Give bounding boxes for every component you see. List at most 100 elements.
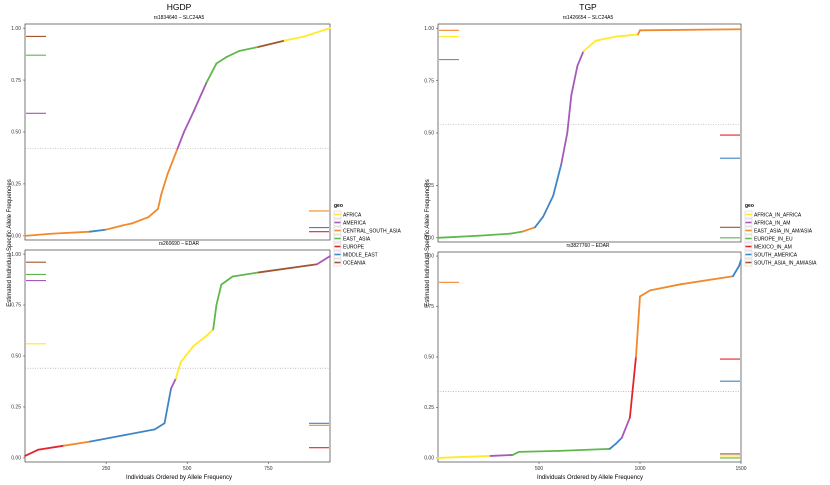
curve-segment	[231, 271, 260, 278]
chart-hgdp: HGDP rs1834640 – SLC24A5 0.00 0.25 0.50 0.75 1…	[7, 2, 401, 481]
legend-label: SOUTH_ASIA_IN_AM/ASIA	[754, 261, 817, 267]
panel-1: rs1834640 – SLC24A5 0.00 0.25 0.50 0.75 1.00	[11, 15, 331, 241]
y-tick-label: 0.75	[11, 78, 21, 84]
legend-title: geo	[745, 203, 754, 209]
curve-segment	[608, 442, 617, 450]
curve-segment	[437, 456, 464, 459]
x-tick-label: 1000	[634, 466, 645, 472]
curve-segment	[639, 289, 651, 298]
curve-segment	[477, 232, 512, 237]
curve-segment	[620, 416, 631, 439]
x-tick-label: 250	[102, 466, 111, 472]
curve-segment	[738, 259, 742, 268]
curve-segment	[283, 35, 305, 42]
legend-label: OCEANIA	[343, 261, 366, 267]
y-tick-label: 1.00	[11, 252, 21, 258]
x-tick-label: 1500	[735, 466, 746, 472]
curve-segment	[176, 131, 185, 150]
y-tick-label: 0.50	[424, 355, 434, 361]
curve-segment	[63, 440, 91, 447]
curve-segment	[534, 215, 544, 229]
curve-segment	[238, 45, 260, 52]
curve-segment	[542, 194, 555, 218]
chart-tgp: TGP rs1426654 – SLC24A5 0.00 0.25 0.50 0.75 1.…	[424, 2, 817, 481]
y-tick-label: 1.00	[424, 254, 434, 260]
curve-segment	[153, 422, 166, 431]
curve-segment	[205, 328, 215, 337]
curve-segment	[205, 62, 218, 84]
curve-segment	[521, 226, 536, 233]
y-tick-label: 0.50	[11, 130, 21, 136]
x-tick-label: 500	[183, 466, 192, 472]
curve-segment	[179, 344, 195, 364]
curve-segment	[576, 50, 585, 67]
y-tick-label: 0.25	[424, 183, 434, 189]
curve-segment	[24, 448, 39, 457]
y-tick-label: 0.00	[424, 236, 434, 242]
y-tick-label: 0.25	[424, 405, 434, 411]
curve-segment	[679, 275, 734, 286]
legend-label: EUROPE	[343, 245, 365, 251]
x-tick-label: 500	[535, 466, 544, 472]
curve-segment	[489, 454, 514, 457]
legend-label: EAST_ASIA	[343, 237, 371, 243]
curve-segment	[594, 35, 617, 42]
y-tick-label: 0.00	[424, 456, 434, 462]
legend-title: geo	[334, 203, 343, 209]
y-tick-label: 0.50	[424, 131, 434, 137]
curve-segment	[437, 234, 480, 239]
y-tick-label: 0.75	[424, 304, 434, 310]
panel-subtitle: rs1426654 – SLC24A5	[563, 15, 614, 21]
legend-label: AMERICA	[343, 221, 366, 227]
curve-segment	[558, 447, 611, 452]
y-tick-label: 0.50	[11, 354, 21, 360]
curve-segment	[105, 224, 124, 231]
legend-label: MEXICO_IN_AM	[754, 245, 792, 251]
y-tick-label: 0.25	[11, 405, 21, 411]
curve-segment	[639, 28, 742, 32]
legend-label: EAST_ASIA_IN_AM/ASIA	[754, 229, 813, 235]
curve-segment	[257, 39, 286, 48]
curve-segment	[147, 207, 159, 219]
x-axis-label: Individuals Ordered by Allele Frequency	[126, 475, 232, 481]
panel-subtitle: rs3827760 – EDAR	[566, 243, 609, 249]
panel-frame	[437, 23, 742, 243]
x-tick-label: 750	[264, 466, 273, 472]
y-tick-label: 1.00	[11, 26, 21, 32]
curve-segment	[220, 275, 234, 286]
curve-segment	[560, 132, 569, 166]
y-axis-label: Estimated Individual-Specific Allele Fre…	[7, 179, 13, 306]
curve-segment	[509, 230, 524, 235]
curve-segment	[517, 449, 561, 453]
y-tick-label: 0.00	[11, 456, 21, 462]
curve-segment	[635, 295, 641, 358]
curve-segment	[166, 147, 179, 175]
curve-segment	[121, 428, 156, 437]
curve-segment	[566, 94, 573, 134]
curve-segment	[88, 228, 108, 233]
panel-2: rs260690 – EDAR 0.00 0.25 0.50 0.75 1.00 250 50…	[11, 241, 331, 472]
curve-segment	[614, 33, 639, 38]
legend-label: AFRICA_IN_AFRICA	[754, 213, 802, 219]
curve-segment	[24, 232, 52, 237]
legend-label: SOUTH_AMERICA	[754, 253, 798, 259]
curve-segment	[629, 356, 637, 419]
panel-frame	[437, 251, 742, 463]
curve-segment	[212, 304, 218, 331]
curve-segment	[131, 216, 150, 225]
x-axis-label: Individuals Ordered by Allele Frequency	[537, 475, 643, 481]
curve-segment	[215, 283, 223, 306]
panel-subtitle: rs1834640 – SLC24A5	[154, 15, 205, 21]
y-tick-label: 1.00	[424, 26, 434, 32]
legend-label: MIDDLE_EAST	[343, 253, 378, 259]
curve-segment	[50, 230, 91, 235]
curve-segment	[183, 110, 195, 133]
chart-title: TGP	[579, 2, 597, 12]
curve-segment	[570, 65, 579, 97]
y-tick-label: 0.75	[424, 78, 434, 84]
curve-segment	[192, 334, 208, 347]
curve-segment	[649, 283, 682, 292]
curve-segment	[316, 255, 331, 266]
panel-frame	[24, 249, 331, 463]
